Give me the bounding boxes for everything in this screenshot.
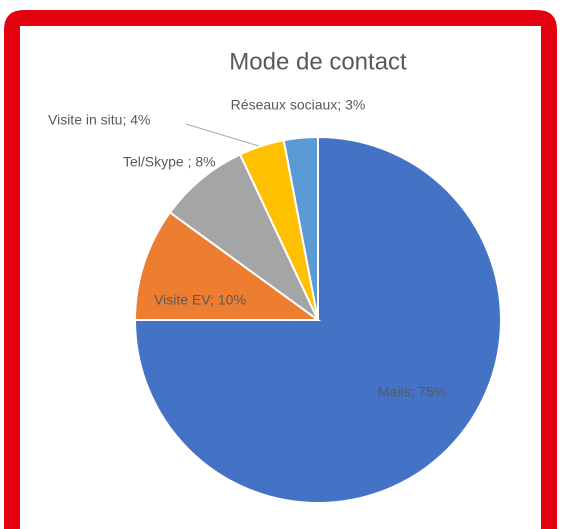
data-label: Visite EV; 10% [154,292,246,308]
data-label: Mails; 75% [378,384,446,400]
data-label: Tel/Skype ; 8% [123,154,216,170]
leader-line [185,123,263,148]
pie-slice [133,211,322,321]
data-label: Réseaux sociaux; 3% [231,97,366,113]
pie-slice [282,135,319,321]
pie-slice [133,135,502,504]
chart-title: Mode de contact [229,48,407,75]
pie-slice [168,153,319,321]
data-label: Visite in situ; 4% [48,112,150,128]
